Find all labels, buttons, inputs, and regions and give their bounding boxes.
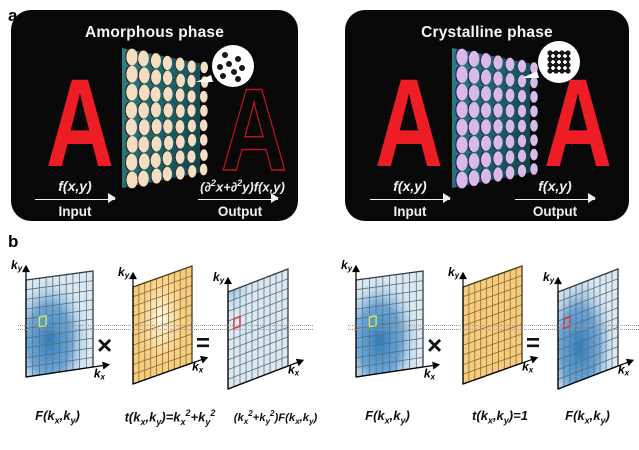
svg-text:kx: kx [618, 362, 630, 377]
svg-text:ky: ky [543, 270, 555, 285]
